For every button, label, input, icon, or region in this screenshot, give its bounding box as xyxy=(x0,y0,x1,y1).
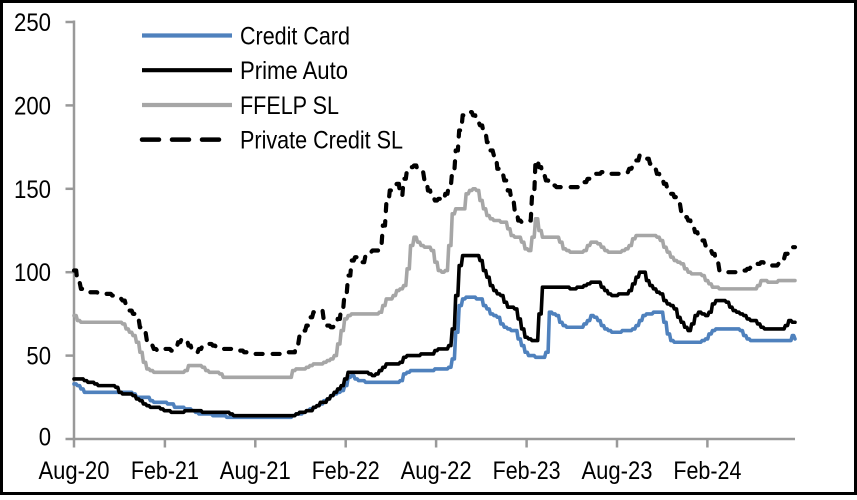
svg-text:Feb-22: Feb-22 xyxy=(312,457,380,485)
svg-text:150: 150 xyxy=(14,176,51,204)
svg-text:100: 100 xyxy=(14,259,51,287)
svg-text:Feb-23: Feb-23 xyxy=(493,457,561,485)
svg-text:Aug-21: Aug-21 xyxy=(220,457,291,485)
svg-text:FFELP SL: FFELP SL xyxy=(240,92,339,120)
svg-text:250: 250 xyxy=(14,9,51,37)
svg-text:Prime Auto: Prime Auto xyxy=(240,57,348,85)
svg-text:Aug-22: Aug-22 xyxy=(401,457,472,485)
svg-text:50: 50 xyxy=(26,343,51,371)
svg-text:Feb-24: Feb-24 xyxy=(673,457,741,485)
svg-text:Aug-23: Aug-23 xyxy=(582,457,653,485)
svg-text:0: 0 xyxy=(39,424,51,452)
svg-text:Private Credit SL: Private Credit SL xyxy=(240,127,403,155)
svg-text:200: 200 xyxy=(14,92,51,120)
svg-text:Credit Card: Credit Card xyxy=(240,23,350,51)
svg-text:Feb-21: Feb-21 xyxy=(131,457,199,485)
svg-text:Aug-20: Aug-20 xyxy=(39,457,110,485)
